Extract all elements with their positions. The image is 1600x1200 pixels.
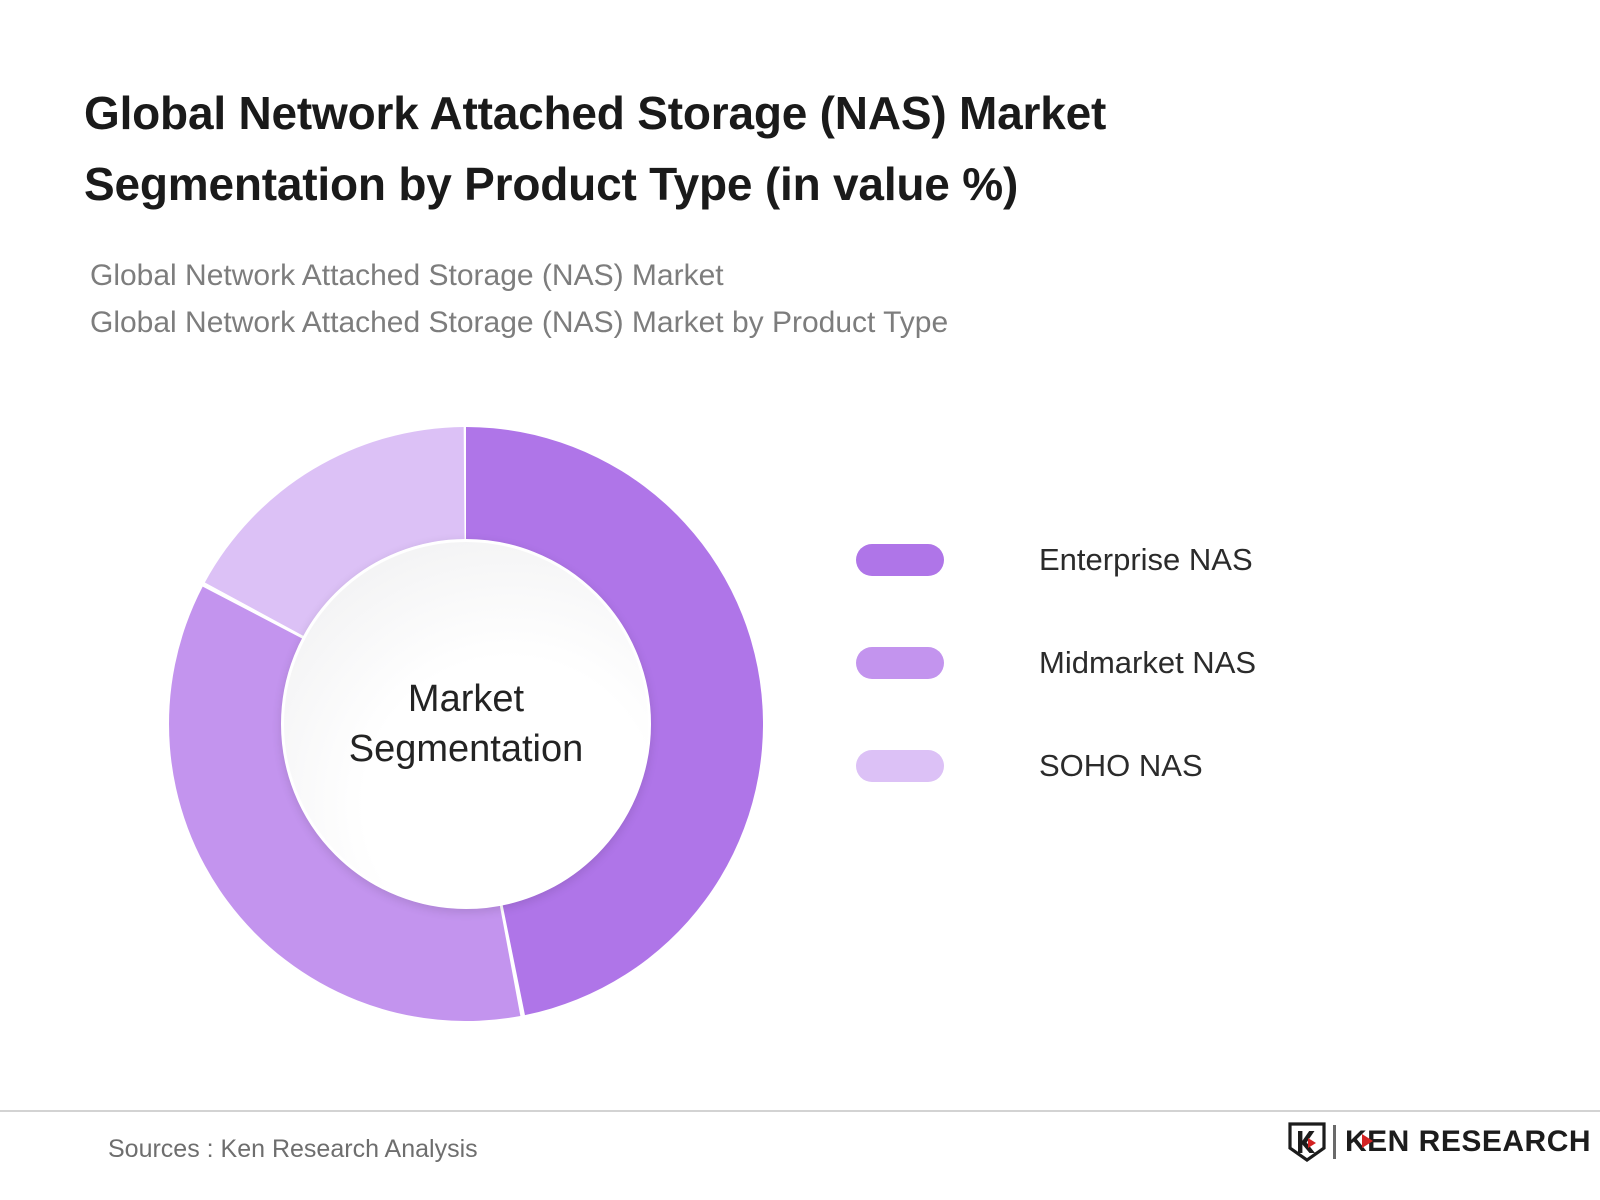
legend-label-midmarket-nas: Midmarket NAS xyxy=(1039,645,1257,680)
logo-wordmark-text: KEN RESEARCH xyxy=(1345,1125,1592,1158)
ken-research-logo: KEN RESEARCH xyxy=(1288,1122,1591,1162)
page-title-line-2: Segmentation by Product Type (in value %… xyxy=(84,158,1019,211)
donut-chart: Market Segmentation xyxy=(169,427,763,1021)
donut-center-label: Market Segmentation xyxy=(281,539,651,909)
ken-research-shield-k-icon xyxy=(1288,1122,1326,1162)
logo-wordmark: KEN RESEARCH xyxy=(1345,1125,1591,1159)
page-subtitle-line-2: Global Network Attached Storage (NAS) Ma… xyxy=(90,306,949,340)
legend-swatch-icon-enterprise-nas xyxy=(856,544,944,576)
donut-slice-midmarket-nas[interactable] xyxy=(169,586,521,1021)
legend-item-midmarket-nas[interactable]: Midmarket NAS xyxy=(856,620,1416,706)
donut-chart-svg xyxy=(169,427,763,1021)
logo-k-accent-icon xyxy=(1362,1134,1373,1148)
footer-divider xyxy=(0,1110,1600,1112)
logo-divider xyxy=(1333,1125,1336,1159)
legend-label-soho-nas: SOHO NAS xyxy=(1039,748,1203,783)
chart-legend: Enterprise NAS Midmarket NAS SOHO NAS xyxy=(856,517,1416,826)
legend-swatch-icon-soho-nas xyxy=(856,750,944,782)
legend-item-soho-nas[interactable]: SOHO NAS xyxy=(856,723,1416,809)
donut-center-line-2: Segmentation xyxy=(348,728,584,770)
page-title-line-1: Global Network Attached Storage (NAS) Ma… xyxy=(84,87,1107,139)
page-subtitle: Global Network Attached Storage (NAS) Ma… xyxy=(90,252,1340,347)
page-subtitle-line-1: Global Network Attached Storage (NAS) Ma… xyxy=(90,259,724,292)
donut-center-line-1: Market xyxy=(407,677,525,720)
legend-item-enterprise-nas[interactable]: Enterprise NAS xyxy=(856,517,1416,603)
donut-slice-enterprise-nas[interactable] xyxy=(466,427,763,1016)
legend-label-enterprise-nas: Enterprise NAS xyxy=(1039,542,1253,577)
page-title: Global Network Attached Storage (NAS) Ma… xyxy=(84,78,1334,221)
footer-source-text: Sources : Ken Research Analysis xyxy=(108,1135,478,1163)
legend-swatch-icon-midmarket-nas xyxy=(856,647,944,679)
donut-slice-soho-nas[interactable] xyxy=(204,427,465,637)
